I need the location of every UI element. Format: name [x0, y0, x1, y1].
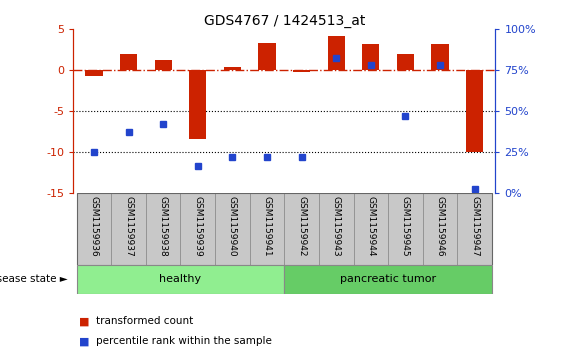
Bar	[397, 54, 414, 70]
Text: GSM1159938: GSM1159938	[159, 196, 168, 257]
Bar	[120, 54, 137, 70]
Text: GSM1159941: GSM1159941	[262, 196, 271, 257]
Text: GSM1159940: GSM1159940	[228, 196, 237, 257]
Text: GSM1159942: GSM1159942	[297, 196, 306, 257]
Bar	[388, 193, 423, 265]
Bar	[146, 193, 181, 265]
Bar	[77, 265, 284, 294]
Bar	[284, 265, 492, 294]
Bar	[86, 70, 102, 77]
Title: GDS4767 / 1424513_at: GDS4767 / 1424513_at	[204, 14, 365, 28]
Bar	[111, 193, 146, 265]
Bar	[250, 193, 284, 265]
Text: GSM1159947: GSM1159947	[470, 196, 479, 257]
Text: percentile rank within the sample: percentile rank within the sample	[96, 336, 271, 346]
Bar	[215, 193, 250, 265]
Bar	[362, 44, 379, 70]
Text: GSM1159945: GSM1159945	[401, 196, 410, 257]
Bar	[189, 70, 207, 139]
Bar	[328, 36, 345, 70]
Text: disease state ►: disease state ►	[0, 274, 68, 284]
Bar	[431, 44, 449, 70]
Bar	[181, 193, 215, 265]
Text: GSM1159943: GSM1159943	[332, 196, 341, 257]
Text: healthy: healthy	[159, 274, 202, 284]
Bar	[284, 193, 319, 265]
Text: transformed count: transformed count	[96, 316, 193, 326]
Text: GSM1159946: GSM1159946	[436, 196, 445, 257]
Text: GSM1159937: GSM1159937	[124, 196, 133, 257]
Bar	[466, 70, 483, 152]
Text: GSM1159939: GSM1159939	[193, 196, 202, 257]
Bar	[423, 193, 457, 265]
Bar	[154, 60, 172, 70]
Bar	[457, 193, 492, 265]
Text: GSM1159936: GSM1159936	[90, 196, 99, 257]
Bar	[354, 193, 388, 265]
Bar	[77, 193, 111, 265]
Bar	[319, 193, 354, 265]
Bar	[293, 70, 310, 72]
Bar	[224, 68, 241, 70]
Bar	[258, 43, 276, 70]
Text: ■: ■	[79, 316, 90, 326]
Text: ■: ■	[79, 336, 90, 346]
Text: pancreatic tumor: pancreatic tumor	[340, 274, 436, 284]
Text: GSM1159944: GSM1159944	[367, 196, 376, 257]
